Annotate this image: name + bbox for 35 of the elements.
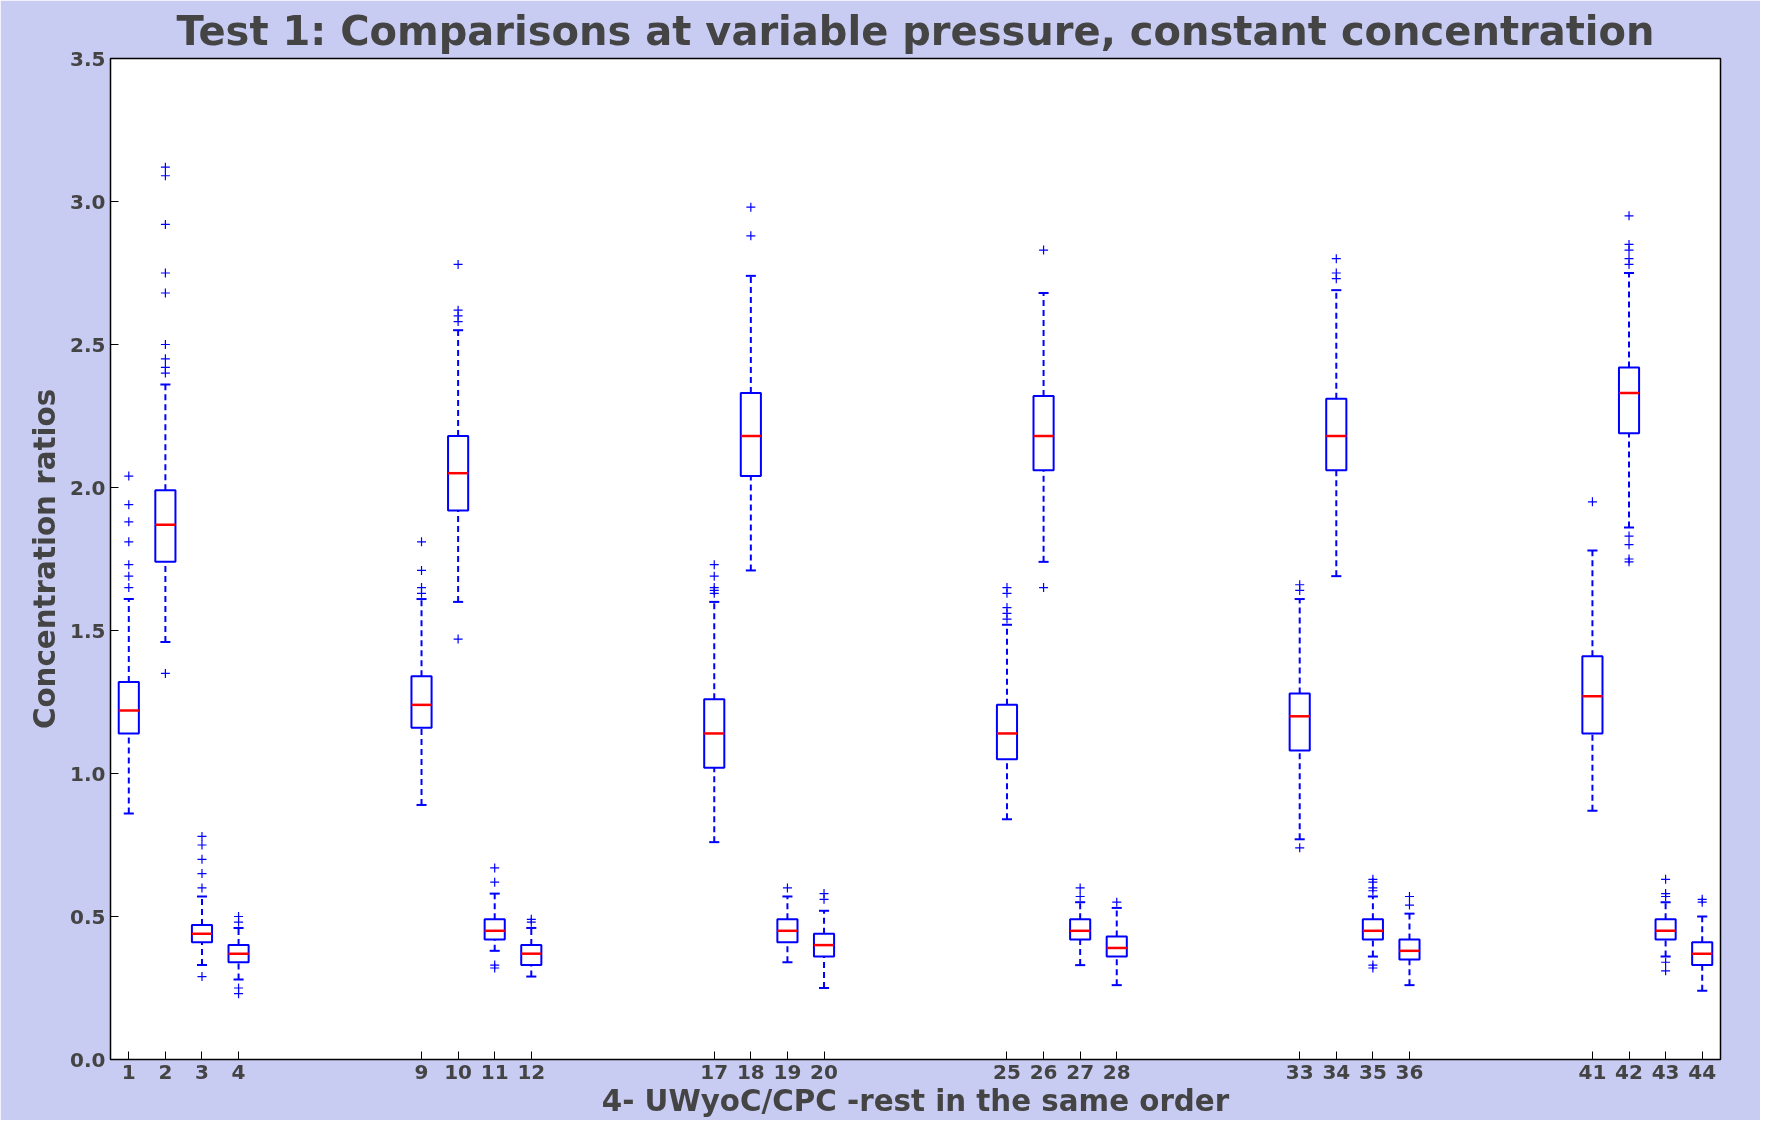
x-tick-label: 18 — [736, 1059, 765, 1084]
x-tick-label: 2 — [158, 1059, 173, 1084]
x-tick-label: 25 — [993, 1059, 1021, 1084]
x-tick-label: 28 — [1102, 1059, 1131, 1084]
x-tick-label: 33 — [1285, 1059, 1314, 1084]
x-tick-label: 3 — [195, 1059, 209, 1084]
y-tick-label: 3.5 — [70, 46, 106, 71]
x-tick-label: 9 — [414, 1059, 429, 1084]
x-tick-label: 20 — [810, 1059, 838, 1084]
y-tick-label: 1.0 — [70, 761, 106, 786]
y-tick-label: 2.0 — [70, 475, 106, 500]
x-tick-label: 36 — [1395, 1059, 1424, 1084]
x-tick-label: 41 — [1578, 1059, 1607, 1084]
x-tick-label: 34 — [1322, 1059, 1351, 1084]
y-tick-label: 3.0 — [70, 189, 106, 214]
x-tick-label: 35 — [1358, 1059, 1387, 1084]
x-tick-label: 12 — [517, 1059, 546, 1084]
x-tick-label: 11 — [480, 1059, 509, 1084]
x-tick-label: 26 — [1029, 1059, 1058, 1084]
y-tick-label: 1.5 — [70, 618, 106, 643]
chart-title: Test 1: Comparisons at variable pressure, constant concentration — [176, 7, 1655, 54]
x-tick-label: 17 — [700, 1059, 729, 1084]
x-tick-label: 43 — [1651, 1059, 1680, 1084]
x-tick-label: 27 — [1066, 1059, 1095, 1084]
y-axis-title: Concentration ratios — [28, 388, 63, 730]
x-tick-label: 1 — [121, 1059, 136, 1084]
y-tick-label: 0.5 — [70, 904, 106, 929]
y-tick-label: 0.0 — [70, 1047, 106, 1072]
x-tick-label: 19 — [773, 1059, 802, 1084]
x-tick-label: 4 — [231, 1059, 246, 1084]
y-tick-label: 2.5 — [70, 332, 106, 357]
x-tick-label: 10 — [444, 1059, 473, 1084]
x-axis-title: 4- UWyoC/CPC -rest in the same order — [601, 1083, 1230, 1118]
x-tick-label: 42 — [1615, 1059, 1643, 1084]
x-tick-label: 44 — [1688, 1059, 1717, 1084]
